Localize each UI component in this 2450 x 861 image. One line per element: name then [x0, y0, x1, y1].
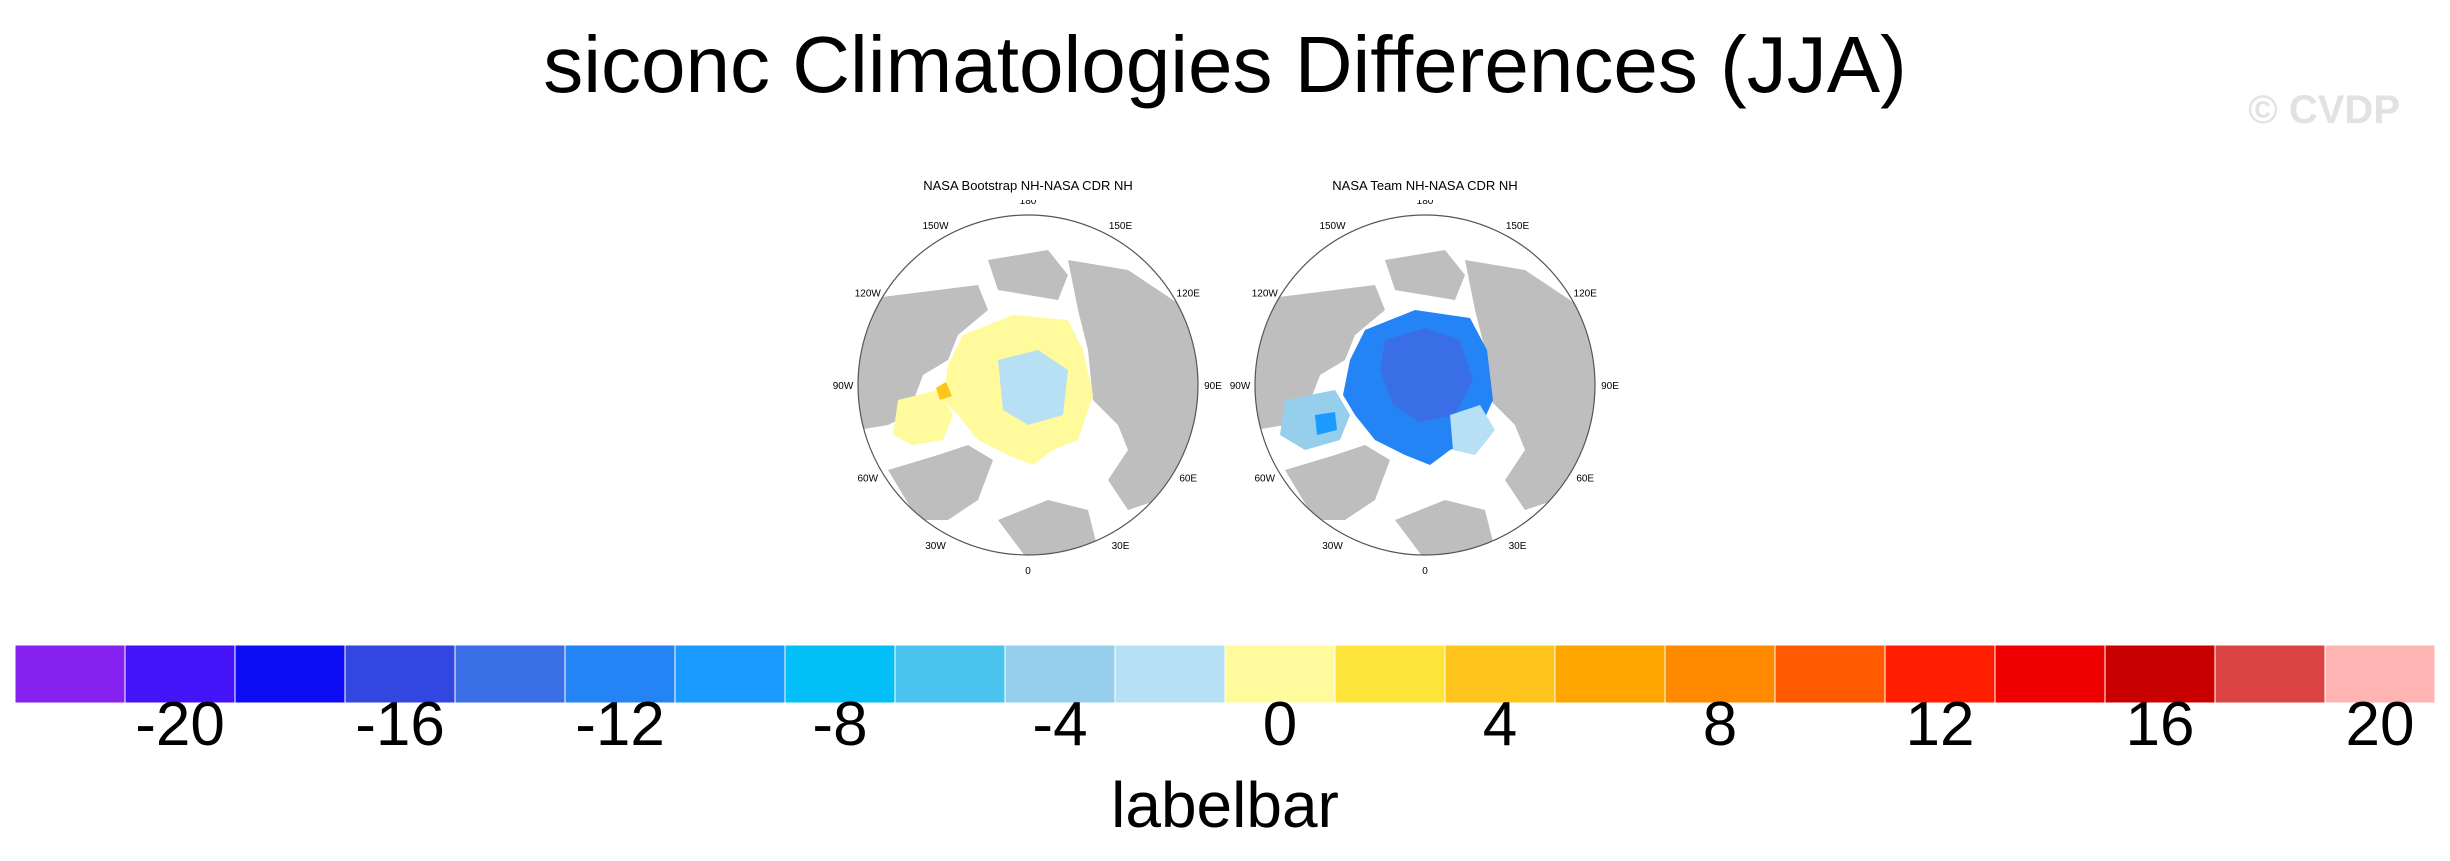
longitude-labels: 180 150E 120E 90E 60E 30E 0 30W 60W 90W 120W 150W: [1230, 200, 1620, 577]
longitude-label: 120E: [1177, 289, 1201, 300]
colorbar-label: labelbar: [1111, 769, 1339, 841]
colorbar-box: [1334, 644, 1446, 704]
colorbar-box: [2104, 644, 2216, 704]
longitude-label: 180: [1417, 200, 1434, 207]
longitude-label: 120W: [855, 289, 882, 300]
land-eurasia: [1465, 260, 1595, 510]
longitude-label: 120E: [1574, 289, 1598, 300]
colorbar-tick-label: 16: [2126, 690, 2195, 759]
colorbar-ticks: -20 -16 -12 -8 -4 0 4 8 12 16 20: [135, 690, 2414, 759]
field-hudson: [1280, 390, 1350, 450]
colorbar-box: [1884, 644, 1996, 704]
colorbar-tick-label: 20: [2346, 690, 2415, 759]
field-near-zero: [1450, 405, 1495, 455]
longitude-label: 30E: [1112, 541, 1130, 552]
colorbar-tick-label: 12: [1906, 690, 1975, 759]
chart-title: siconc Climatologies Differences (JJA): [543, 20, 1907, 109]
polar-map-bootstrap: 180 150E 120E 90E 60E 30E 0 30W 60W 90W 120W 150W: [833, 200, 1223, 577]
land-bering: [1385, 250, 1465, 300]
colorbar-box: [1004, 644, 1116, 704]
longitude-label: 150W: [1319, 221, 1346, 232]
colorbar-box: [784, 644, 896, 704]
panel-bootstrap: NASA Bootstrap NH-NASA CDR NH 180 150E 120…: [828, 170, 1228, 590]
colorbar-box: [1664, 644, 1776, 704]
colorbar-box: [234, 644, 346, 704]
colorbar-tick-label: -20: [135, 690, 225, 759]
panel-team: NASA Team NH-NASA CDR NH 180 150E 120E 90E 6…: [1225, 170, 1625, 590]
longitude-label: 30E: [1509, 541, 1527, 552]
colorbar-box: [674, 644, 786, 704]
colorbar-box: [124, 644, 236, 704]
colorbar-box: [1994, 644, 2106, 704]
colorbar-box: [1224, 644, 1336, 704]
longitude-label: 180: [1020, 200, 1037, 207]
longitude-label: 0: [1422, 566, 1428, 577]
colorbar-box: [2324, 644, 2436, 704]
colorbar-box: [894, 644, 1006, 704]
longitude-label: 60W: [858, 474, 879, 485]
colorbar-tick-label: -16: [355, 690, 445, 759]
colorbar-tick-label: -4: [1032, 690, 1087, 759]
land-bering: [988, 250, 1068, 300]
longitude-labels: 180 150E 120E 90E 60E 30E 0 30W 60W 90W 120W 150W: [833, 200, 1223, 577]
colorbar-tick-label: 0: [1263, 690, 1297, 759]
colorbar: -20 -16 -12 -8 -4 0 4 8 12 16 20: [14, 644, 2436, 759]
longitude-label: 90E: [1601, 381, 1619, 392]
field-spot: [936, 382, 952, 400]
colorbar-box: [1774, 644, 1886, 704]
colorbar-box: [14, 644, 126, 704]
field-negative-core: [1380, 328, 1473, 422]
colorbar-tick-label: 8: [1703, 690, 1737, 759]
land-eurasia: [1068, 260, 1198, 510]
field-spot: [1315, 412, 1337, 435]
colorbar-tick-label: -12: [575, 690, 665, 759]
colorbar-box: [2214, 644, 2326, 704]
colorbar-box: [344, 644, 456, 704]
colorbar-box: [454, 644, 566, 704]
longitude-label: 0: [1025, 566, 1031, 577]
land-north-america: [858, 285, 988, 430]
longitude-label: 30W: [925, 541, 946, 552]
colorbar-box: [1444, 644, 1556, 704]
field-central-near-zero: [998, 350, 1068, 425]
longitude-label: 120W: [1252, 289, 1279, 300]
cvdp-watermark: © CVDP: [2248, 88, 2400, 132]
map-boundary: [1254, 214, 1596, 556]
panel-title: NASA Bootstrap NH-NASA CDR NH: [923, 178, 1133, 193]
colorbar-boxes: [14, 644, 2436, 704]
colorbar-box: [564, 644, 676, 704]
longitude-label: 150E: [1109, 221, 1133, 232]
land-greenland-area: [1285, 445, 1390, 520]
longitude-label: 60W: [1255, 474, 1276, 485]
land-greenland-area: [888, 445, 993, 520]
longitude-label: 150E: [1506, 221, 1530, 232]
longitude-label: 30W: [1322, 541, 1343, 552]
longitude-label: 90E: [1204, 381, 1222, 392]
panel-title: NASA Team NH-NASA CDR NH: [1332, 178, 1518, 193]
colorbar-box: [1554, 644, 1666, 704]
longitude-label: 60E: [1179, 474, 1197, 485]
land-north-america: [1255, 285, 1385, 430]
longitude-label: 90W: [1230, 381, 1251, 392]
longitude-label: 60E: [1576, 474, 1594, 485]
longitude-label: 90W: [833, 381, 854, 392]
polar-map-team: 180 150E 120E 90E 60E 30E 0 30W 60W 90W 120W 150W: [1230, 200, 1620, 577]
land-scandinavia: [1395, 500, 1495, 555]
map-boundary: [857, 214, 1199, 556]
longitude-label: 150W: [922, 221, 949, 232]
land-scandinavia: [998, 500, 1098, 555]
field-hudson: [893, 390, 953, 445]
colorbar-tick-label: -8: [812, 690, 867, 759]
colorbar-tick-label: 4: [1483, 690, 1517, 759]
colorbar-box: [1114, 644, 1226, 704]
